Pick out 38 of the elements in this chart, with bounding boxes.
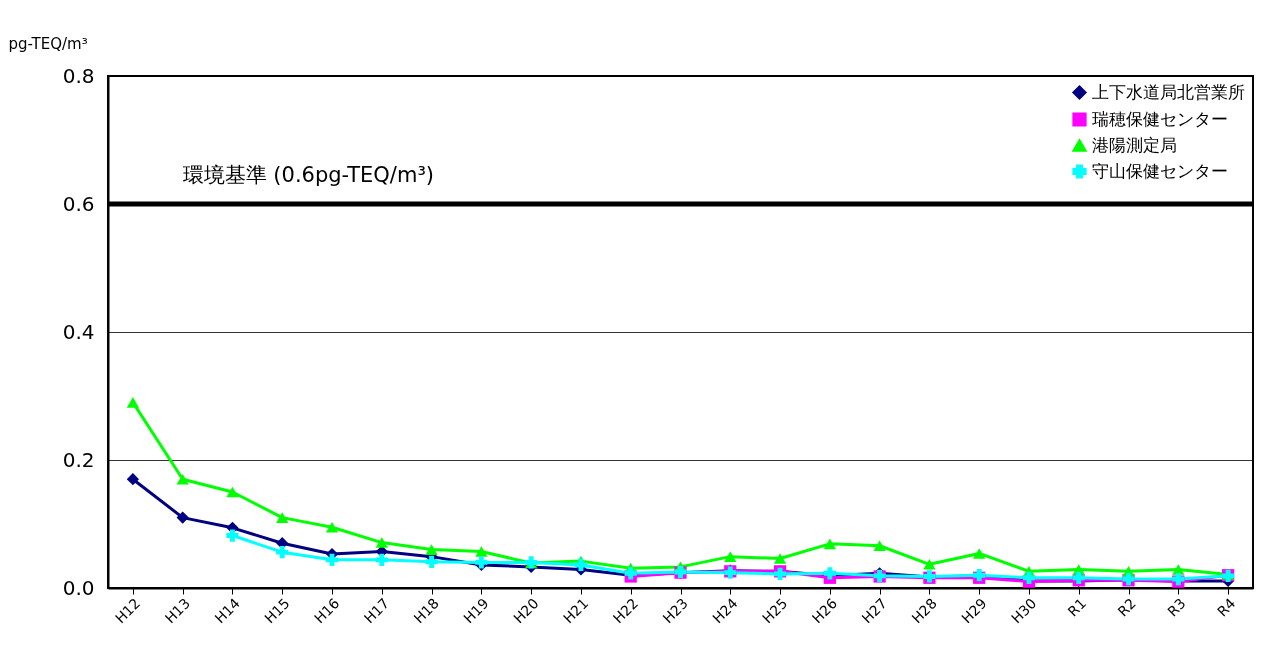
point [773,553,787,564]
x-tick-label: R2 [1114,595,1139,620]
x-tick-label: R4 [1214,595,1239,620]
point [923,559,936,570]
y-tick-label: 0.6 [62,191,95,216]
point [176,511,189,524]
point [1022,571,1036,584]
legend-label: 上下水道局北営業所 [1092,81,1245,102]
point [724,551,737,562]
point [375,537,388,548]
ref-line-label: 環境基準 (0.6pg-TEQ/m³) [182,163,435,187]
y-tick-label: 0.4 [62,319,95,344]
point [126,397,140,408]
point [973,548,986,559]
y-tick-label: 0.2 [62,447,95,472]
point [325,521,339,533]
point [276,512,289,523]
y-tick-label: 0.8 [62,63,95,88]
point [873,540,886,552]
legend-label: 瑞穂保健センター [1092,108,1228,129]
point [325,553,339,566]
point [823,538,836,550]
point [176,473,189,485]
point [375,553,388,566]
point [425,544,438,555]
point [475,546,488,557]
y-tick-label: 0.0 [62,575,95,600]
point [425,555,438,568]
point [276,546,289,559]
legend-label: 港陽測定局 [1092,134,1177,155]
x-tick-label: R3 [1164,595,1189,620]
y-axis-title: pg-TEQ/m³ [8,34,88,53]
point [226,529,239,542]
point [126,473,140,486]
legend-label: 守山保健センター [1092,160,1228,181]
x-tick-label: R1 [1064,595,1090,620]
point [574,558,588,572]
point [226,486,239,498]
